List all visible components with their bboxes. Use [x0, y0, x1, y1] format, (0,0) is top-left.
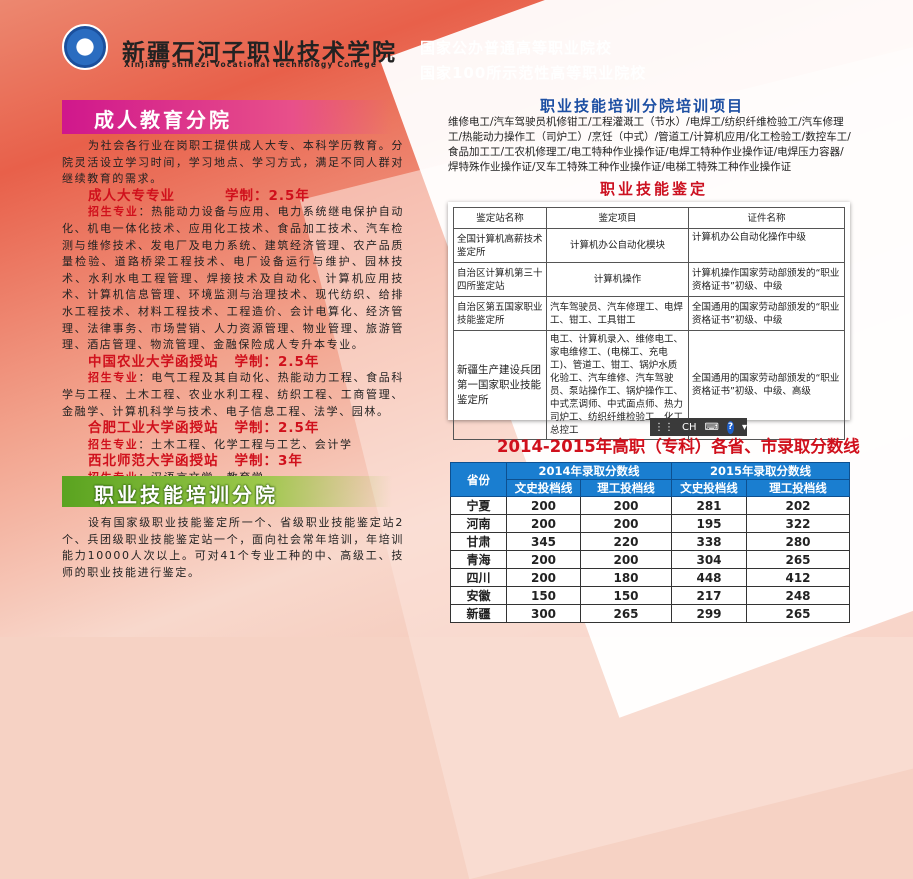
table-header-row: 鉴定站名称 鉴定项目 证件名称 [453, 207, 845, 229]
training-projects-title: 职业技能培训分院培训项目 [540, 97, 745, 115]
slogan: 国家公办普通高等职业院校 [420, 39, 613, 57]
table-row: 自治区第五国家职业技能鉴定所 汽车驾驶员、汽车修理工、电焊工、钳工、工具钳工 全国通… [453, 296, 845, 331]
table-row: 四川 200 180 448 412 [450, 568, 850, 587]
table-row: 新疆生产建设兵团第一国家职业技能鉴定所 电工、计算机录入、维修电工、家电维修工、(… [453, 330, 845, 440]
chevron-down-icon[interactable]: ▾ [741, 421, 747, 433]
table-row: 新疆 300 265 299 265 [450, 604, 850, 623]
score-cell: 448 [671, 568, 747, 587]
table-row: 全国计算机高薪技术鉴定所 计算机办公自动化模块 计算机办公自动化操作中级 [453, 228, 845, 263]
score-cell: 217 [671, 586, 747, 605]
program-majors: 招生专业：土木工程、化学工程与工艺、会计学 [88, 437, 353, 451]
score-cell: 265 [746, 604, 850, 623]
score-cell: 265 [580, 604, 672, 623]
score-cell: 200 [506, 514, 581, 533]
slogan: 国家100所示范性高等职业院校 [420, 64, 647, 82]
score-cell: 200 [580, 550, 672, 569]
college-logo [62, 24, 108, 70]
province-cell: 河南 [450, 514, 507, 533]
score-cell: 195 [671, 514, 747, 533]
score-cell: 281 [671, 496, 747, 515]
skills-training-heading: 职业技能培训分院 [62, 476, 392, 507]
college-title: 新疆石河子职业技术学院 [122, 39, 397, 66]
table-row: 青海 200 200 304 265 [450, 550, 850, 569]
score-cell: 220 [580, 532, 672, 551]
score-cell: 265 [746, 550, 850, 569]
ime-toolbar[interactable]: ⋮⋮ CH ⌨ ? ▾ [650, 418, 747, 436]
program-title: 中国农业大学函授站 学制：2.5年 [88, 353, 320, 370]
table-row: 安徽 150 150 217 248 [450, 586, 850, 605]
score-cell: 200 [506, 550, 581, 569]
province-cell: 青海 [450, 550, 507, 569]
score-cell: 280 [746, 532, 850, 551]
keyboard-icon[interactable]: ⌨ [704, 421, 719, 433]
adult-education-heading: 成人教育分院 [62, 100, 392, 134]
score-cell: 412 [746, 568, 850, 587]
skills-training-body: 设有国家级职业技能鉴定所一个、省级职业技能鉴定站2个、兵团级职业技能鉴定站一个，… [62, 516, 404, 579]
score-cell: 300 [506, 604, 581, 623]
province-cell: 甘肃 [450, 532, 507, 551]
scores-table: 省份 2014年录取分数线 2015年录取分数线 文史投档线 理工投档线 文史投档线 理工… [450, 462, 850, 623]
score-cell: 200 [580, 514, 672, 533]
score-cell: 180 [580, 568, 672, 587]
score-cell: 200 [580, 496, 672, 515]
appraisal-table-box: 鉴定站名称 鉴定项目 证件名称 全国计算机高薪技术鉴定所 计算机办公自动化模块 计算机办… [448, 202, 850, 440]
score-cell: 200 [506, 568, 581, 587]
province-cell: 四川 [450, 568, 507, 587]
program-title: 合肥工业大学函授站 学制：2.5年 [88, 420, 320, 437]
appraisal-table: 鉴定站名称 鉴定项目 证件名称 全国计算机高薪技术鉴定所 计算机办公自动化模块 计算机办… [453, 207, 845, 440]
table-row: 甘肃 345 220 338 280 [450, 532, 850, 551]
score-cell: 202 [746, 496, 850, 515]
province-cell: 新疆 [450, 604, 507, 623]
table-row: 河南 200 200 195 322 [450, 514, 850, 533]
table-row: 自治区计算机第三十四所鉴定站 计算机操作 计算机操作国家劳动部颁发的“职业资格证书”… [453, 262, 845, 297]
adult-intro: 为社会各行业在岗职工提供成人大专、本科学历教育。分院灵活设立学习时间，学习地点、… [62, 139, 404, 186]
table-row: 宁夏 200 200 281 202 [450, 496, 850, 515]
province-cell: 安徽 [450, 586, 507, 605]
adult-education-body: 为社会各行业在岗职工提供成人大专、本科学历教育。分院灵活设立学习时间，学习地点、… [62, 138, 404, 486]
table-header-row: 文史投档线 理工投档线 文史投档线 理工投档线 [451, 479, 850, 497]
score-cell: 150 [580, 586, 672, 605]
ime-language[interactable]: CH [682, 421, 697, 433]
score-cell: 248 [746, 586, 850, 605]
table-header-row: 省份 2014年录取分数线 2015年录取分数线 [450, 462, 850, 497]
ime-grip-icon[interactable]: ⋮⋮ [654, 421, 674, 433]
program-majors: 招生专业：电气工程及其自动化、热能动力工程、食品科学与工程、土木工程、农业水利工… [62, 371, 404, 418]
help-icon[interactable]: ? [726, 420, 734, 434]
score-cell: 200 [506, 496, 581, 515]
score-cell: 150 [506, 586, 581, 605]
score-cell: 345 [506, 532, 581, 551]
scores-title: 2014-2015年高职（专科）各省、市录取分数线 [497, 437, 860, 456]
score-cell: 304 [671, 550, 747, 569]
province-cell: 宁夏 [450, 496, 507, 515]
training-projects-list: 维修电工/汽车驾驶员机修钳工/工程灌溉工（节水）/电焊工/纺织纤维检验工/汽车修… [448, 116, 851, 173]
appraisal-title: 职业技能鉴定 [600, 180, 709, 198]
program-title: 西北师范大学函授站 学制：3年 [88, 453, 303, 470]
college-title-en: Xinjiang shihezi Vocational Technology C… [124, 60, 378, 69]
score-cell: 322 [746, 514, 850, 533]
score-cell: 299 [671, 604, 747, 623]
program-title: 成人大专专业 学制：2.5年 [88, 187, 310, 204]
program-majors: 招生专业：热能动力设备与应用、电力系统继电保护自动化、机电一体化技术、应用化工技… [62, 205, 404, 352]
score-cell: 338 [671, 532, 747, 551]
